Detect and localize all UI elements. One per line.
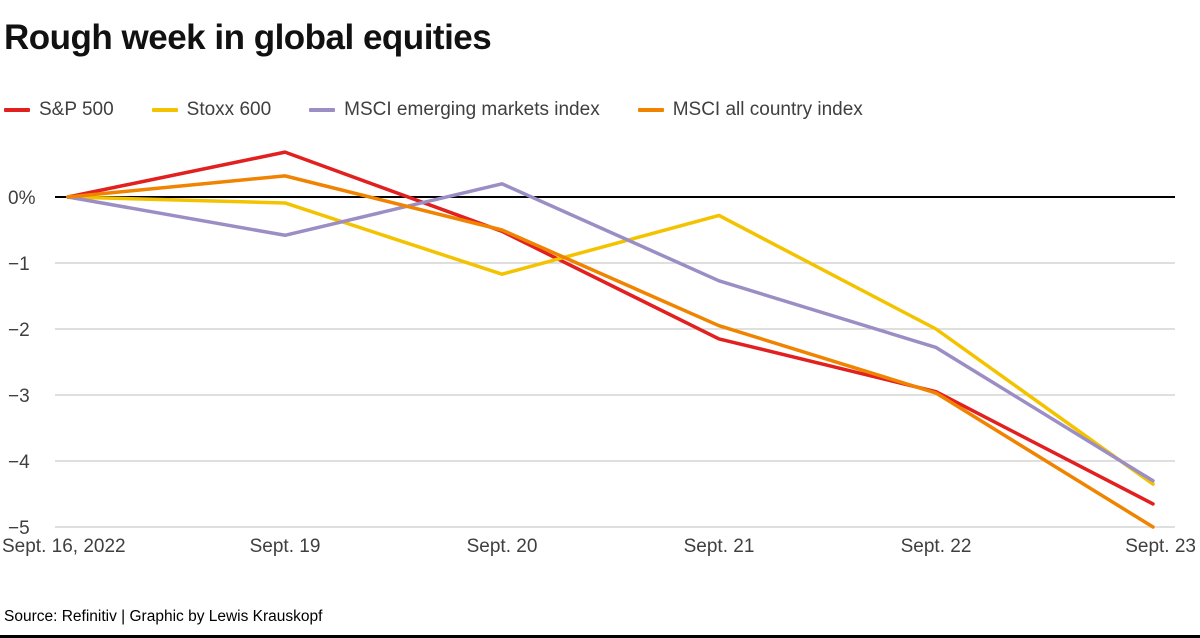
y-axis-tick-label: −3 bbox=[8, 386, 30, 407]
legend-label: MSCI all country index bbox=[672, 99, 863, 120]
legend-item-1: Stoxx 600 bbox=[151, 99, 272, 121]
bottom-divider bbox=[0, 635, 1200, 638]
series-line-0 bbox=[66, 150, 1155, 506]
legend-label: MSCI emerging markets index bbox=[344, 99, 600, 120]
x-axis-label: Sept. 16, 2022 bbox=[2, 536, 126, 557]
legend-item-2: MSCI emerging markets index bbox=[309, 99, 600, 121]
legend-swatch-icon bbox=[309, 108, 336, 112]
x-axis-label: Sept. 22 bbox=[901, 536, 972, 557]
x-axis-label: Sept. 20 bbox=[467, 536, 538, 557]
x-axis-label: Sept. 21 bbox=[684, 536, 755, 557]
legend-swatch-icon bbox=[4, 108, 30, 112]
series-line-3 bbox=[66, 174, 1155, 529]
legend-label: Stoxx 600 bbox=[186, 99, 272, 120]
y-axis-tick-label: −1 bbox=[8, 254, 30, 275]
legend-swatch-icon bbox=[151, 108, 178, 112]
legend-swatch-icon bbox=[637, 108, 664, 112]
y-axis-tick-label: −4 bbox=[8, 452, 30, 473]
legend-item-3: MSCI all country index bbox=[637, 99, 863, 121]
series-line-1 bbox=[66, 195, 1155, 486]
source-credit: Source: Refinitiv | Graphic by Lewis Kra… bbox=[4, 608, 323, 625]
legend: S&P 500 Stoxx 600 MSCI emerging markets in… bbox=[4, 99, 901, 121]
series-line-2 bbox=[66, 182, 1155, 483]
y-axis-tick-label: −5 bbox=[8, 518, 30, 539]
x-axis-label: Sept. 19 bbox=[250, 536, 321, 557]
legend-label: S&P 500 bbox=[39, 99, 114, 120]
y-axis-tick-label: 0% bbox=[8, 188, 36, 209]
chart-title: Rough week in global equities bbox=[4, 18, 492, 57]
x-axis-label: Sept. 23 bbox=[1125, 536, 1196, 557]
y-axis-tick-label: −2 bbox=[8, 320, 30, 341]
legend-item-0: S&P 500 bbox=[4, 99, 114, 121]
